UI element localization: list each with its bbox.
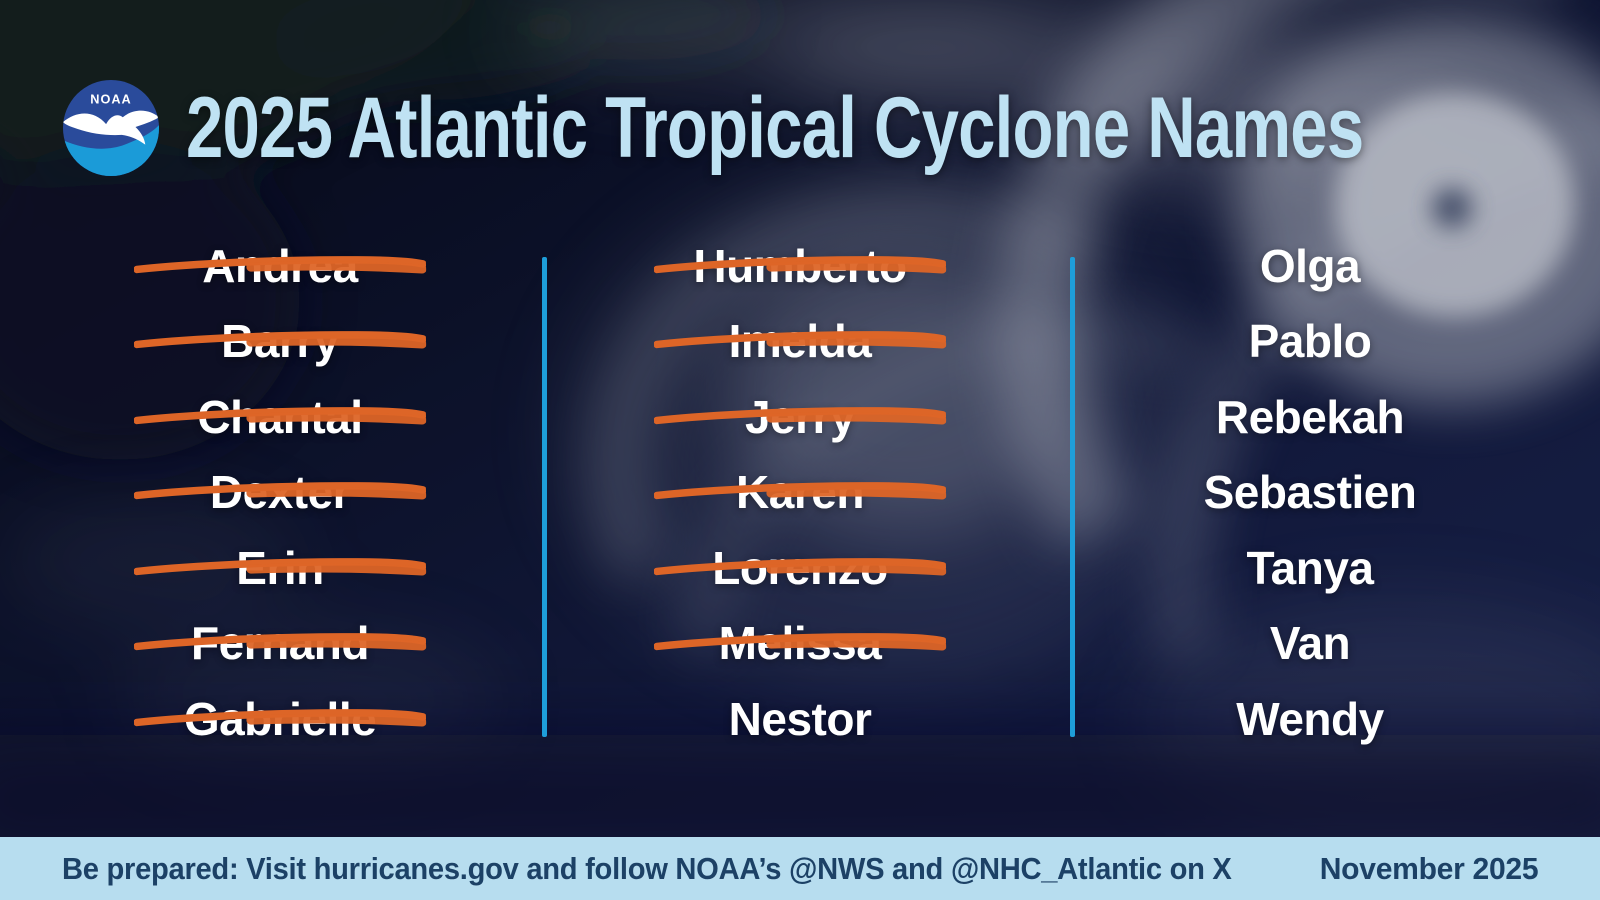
cyclone-name-row: Chantal bbox=[88, 379, 472, 455]
cyclone-name-row: Olga bbox=[1118, 228, 1502, 304]
hurricane-right bbox=[995, 0, 1600, 660]
cyclone-name-row: Nestor bbox=[608, 681, 992, 757]
cyclone-name: Nestor bbox=[728, 692, 872, 745]
footer-bar: Be prepared: Visit hurricanes.gov and fo… bbox=[0, 837, 1600, 900]
column-divider bbox=[542, 257, 547, 737]
cyclone-name: Jerry bbox=[744, 390, 856, 443]
cyclone-name: Barry bbox=[221, 315, 339, 368]
cyclone-name-row: Andrea bbox=[88, 228, 472, 304]
cyclone-name: Fernand bbox=[191, 617, 369, 670]
cyclone-name-row: Lorenzo bbox=[608, 530, 992, 606]
cyclone-name-row: Wendy bbox=[1118, 681, 1502, 757]
cyclone-name-row: Pablo bbox=[1118, 304, 1502, 380]
cyclone-name-row: Imelda bbox=[608, 304, 992, 380]
footer-message: Be prepared: Visit hurricanes.gov and fo… bbox=[62, 850, 1232, 886]
noaa-logo-text: NOAA bbox=[90, 92, 131, 107]
cyclone-name: Van bbox=[1269, 617, 1351, 670]
cyclone-name-row: Jerry bbox=[608, 379, 992, 455]
cyclone-name: Pablo bbox=[1248, 315, 1372, 368]
cyclone-name: Rebekah bbox=[1215, 390, 1405, 443]
cyclone-name: Imelda bbox=[728, 315, 872, 368]
cyclone-name: Karen bbox=[736, 466, 864, 519]
cyclone-name-row: Sebastien bbox=[1118, 455, 1502, 531]
noaa-seagull-icon: NOAA bbox=[62, 79, 160, 177]
cyclone-name-row: Erin bbox=[88, 530, 472, 606]
cyclone-name-row: Humberto bbox=[608, 228, 992, 304]
cyclone-name-row: Gabrielle bbox=[88, 681, 472, 757]
cyclone-name-row: Fernand bbox=[88, 606, 472, 682]
cyclone-name-row: Karen bbox=[608, 455, 992, 531]
noaa-logo: NOAA bbox=[62, 79, 160, 177]
cyclone-name: Erin bbox=[236, 541, 324, 594]
cyclone-name: Andrea bbox=[202, 239, 358, 292]
cyclone-name: Gabrielle bbox=[183, 692, 377, 745]
cyclone-name: Sebastien bbox=[1203, 466, 1417, 519]
cyclone-name-row: Dexter bbox=[88, 455, 472, 531]
cyclone-name-row: Melissa bbox=[608, 606, 992, 682]
cyclone-name-row: Rebekah bbox=[1118, 379, 1502, 455]
names-column-1: Andrea Barry Chantal Dexter Erin Fernand Gabri… bbox=[88, 228, 472, 757]
cyclone-name: Olga bbox=[1259, 239, 1361, 292]
names-column-2: Humberto Imelda Jerry Karen Lorenzo Melissa Ne… bbox=[608, 228, 992, 757]
cyclone-name: Lorenzo bbox=[712, 541, 888, 594]
names-column-3: Olga Pablo Rebekah Sebastien Tanya Van Wendy bbox=[1118, 228, 1502, 757]
column-divider bbox=[1070, 257, 1075, 737]
page-title: 2025 Atlantic Tropical Cyclone Names bbox=[186, 80, 1364, 176]
cyclone-name-row: Tanya bbox=[1118, 530, 1502, 606]
cyclone-name: Chantal bbox=[197, 390, 363, 443]
cyclone-name: Tanya bbox=[1246, 541, 1374, 594]
cyclone-name-row: Van bbox=[1118, 606, 1502, 682]
cyclone-name: Dexter bbox=[209, 466, 351, 519]
cyclone-name: Humberto bbox=[693, 239, 907, 292]
cyclone-name: Wendy bbox=[1236, 692, 1384, 745]
cyclone-name-row: Barry bbox=[88, 304, 472, 380]
footer-date: November 2025 bbox=[1319, 850, 1538, 886]
cyclone-name: Melissa bbox=[718, 617, 882, 670]
